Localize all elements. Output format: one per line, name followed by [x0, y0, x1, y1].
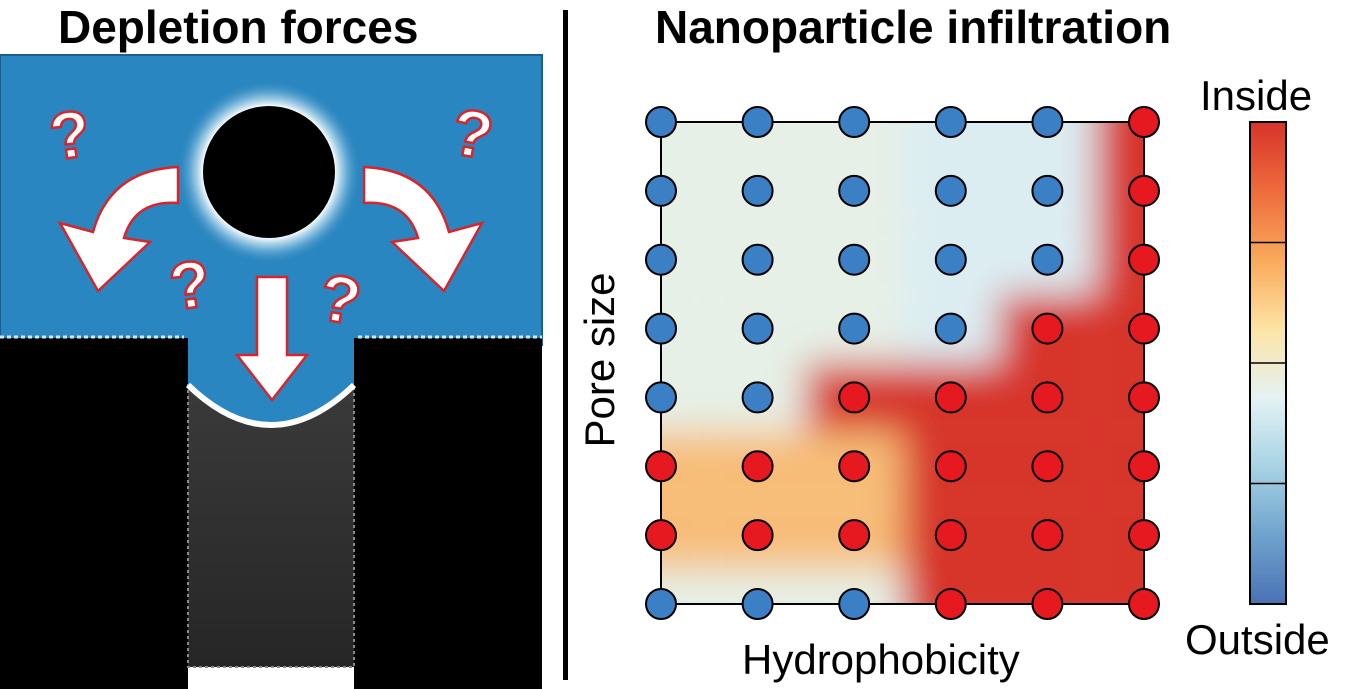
data-point-outside — [1031, 106, 1064, 138]
data-point-inside — [1031, 312, 1064, 345]
data-point-inside — [741, 450, 774, 483]
data-point-outside — [645, 312, 677, 345]
data-point-outside — [645, 588, 677, 620]
arrow-right-curved — [362, 165, 485, 294]
data-point-outside — [934, 312, 967, 345]
data-point-inside — [741, 519, 774, 552]
data-point-outside — [1031, 174, 1064, 207]
data-point-inside — [1128, 106, 1160, 138]
data-point-inside — [1128, 519, 1160, 552]
data-point-inside — [645, 450, 677, 483]
data-point-inside — [1128, 381, 1160, 414]
arrow-down — [234, 275, 310, 403]
data-point-inside — [934, 588, 967, 620]
data-point-outside — [838, 588, 871, 620]
data-point-outside — [838, 312, 871, 345]
data-point-inside — [1031, 519, 1064, 552]
data-point-outside — [741, 243, 774, 276]
y-axis-label: Pore size — [576, 272, 623, 448]
map-frame — [660, 121, 1145, 605]
left-wall — [0, 338, 188, 689]
data-point-outside — [741, 381, 774, 414]
data-point-outside — [934, 174, 967, 207]
data-point-outside — [1031, 243, 1064, 276]
data-point-inside — [1128, 243, 1160, 276]
heatmap-layer — [661, 122, 1144, 604]
colorbar-bottom-label: Outside — [1185, 616, 1330, 663]
data-point-inside — [838, 381, 871, 414]
data-point-outside — [934, 243, 967, 276]
data-point-inside — [1031, 381, 1064, 414]
x-axis-label: Hydrophobicity — [742, 636, 1020, 683]
data-point-outside — [645, 243, 677, 276]
data-point-outside — [741, 174, 774, 207]
data-point-inside — [1128, 588, 1160, 620]
data-point-inside — [1128, 450, 1160, 483]
data-point-inside — [1031, 450, 1064, 483]
data-point-inside — [838, 519, 871, 552]
infiltration-map — [645, 106, 1160, 620]
data-point-inside — [838, 450, 871, 483]
panel-divider — [563, 10, 568, 680]
data-point-inside — [934, 519, 967, 552]
data-point-inside — [1128, 312, 1160, 345]
left-panel-title: Depletion forces — [58, 1, 419, 53]
right-panel-title: Nanoparticle infiltration — [655, 1, 1172, 53]
arrow-left-curved — [57, 165, 180, 294]
data-points — [645, 106, 1160, 620]
data-point-outside — [838, 243, 871, 276]
colorbar-top-label: Inside — [1200, 72, 1313, 119]
data-point-inside — [645, 519, 677, 552]
data-point-inside — [1031, 588, 1064, 620]
data-point-inside — [934, 450, 967, 483]
data-point-outside — [741, 312, 774, 345]
depletion-illustration: ? ? ? ? — [0, 54, 543, 689]
pore-channel — [187, 384, 355, 668]
data-point-outside — [741, 106, 774, 138]
data-point-outside — [838, 174, 871, 207]
data-point-inside — [934, 381, 967, 414]
data-point-outside — [934, 106, 967, 138]
data-point-outside — [645, 106, 677, 138]
meniscus-rim — [185, 382, 357, 428]
data-point-outside — [838, 106, 871, 138]
right-wall — [354, 338, 542, 689]
nanoparticle — [203, 106, 335, 238]
data-point-outside — [645, 381, 677, 414]
colorbar — [1249, 121, 1287, 605]
data-point-inside — [1128, 174, 1160, 207]
data-point-outside — [645, 174, 677, 207]
data-point-outside — [741, 588, 774, 620]
